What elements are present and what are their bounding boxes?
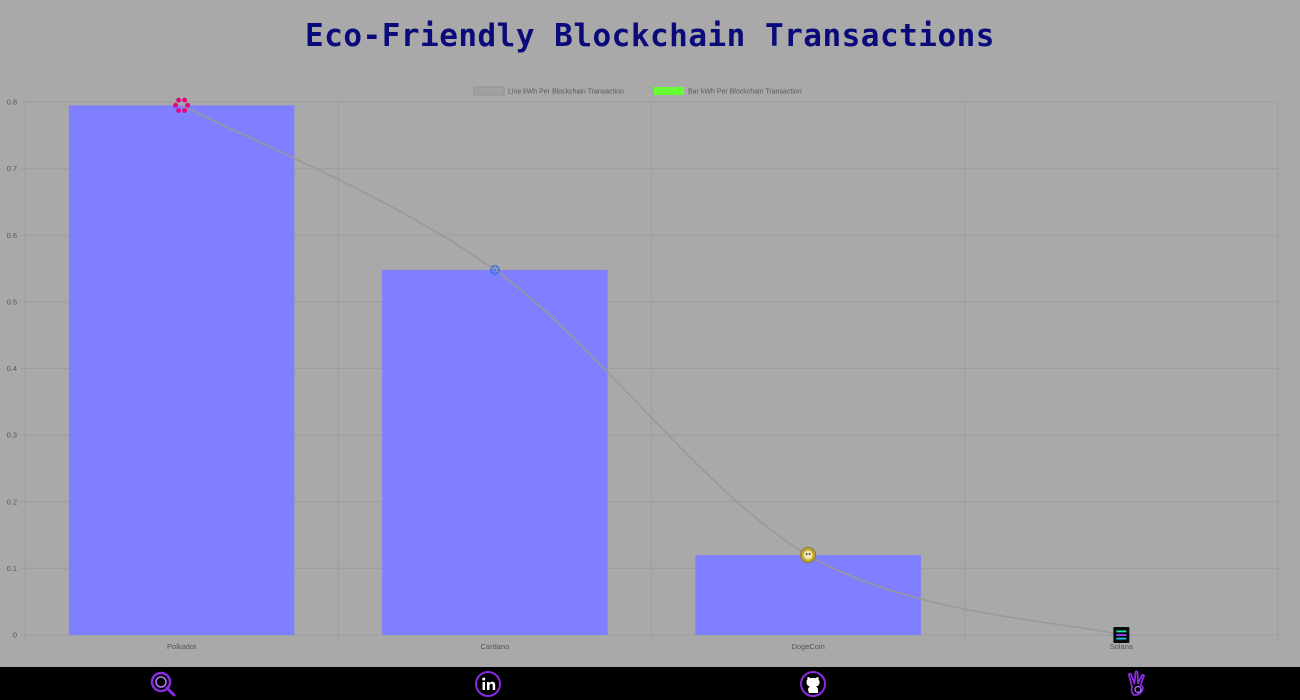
line-series [181, 104, 1122, 636]
chart-title: Eco-Friendly Blockchain Transactions [305, 18, 995, 54]
y-tick-label: 0.5 [7, 297, 17, 306]
legend-swatch-line[interactable] [473, 86, 505, 96]
line-series-path [181, 104, 1122, 636]
y-tick-label: 0.8 [7, 98, 17, 107]
y-tick-label: 0.1 [7, 564, 17, 573]
dogecoin-logo-icon[interactable] [800, 547, 817, 564]
y-tick-label: 0.3 [7, 431, 17, 440]
bar-polkadot[interactable] [68, 105, 295, 636]
cardano-logo-icon[interactable] [489, 264, 500, 275]
axes: 0 0.1 0.2 0.3 0.4 0.5 0.6 0.7 0.8 Polkadot Cardano… [7, 98, 1134, 652]
polkadot-logo-icon[interactable] [173, 97, 191, 113]
legend-label-line[interactable]: Line kWh Per Blockchain Transaction [508, 89, 624, 96]
bar-dogecoin[interactable] [695, 555, 921, 635]
y-tick-label: 0.2 [7, 497, 17, 506]
linkedin-icon[interactable] [474, 670, 502, 698]
x-tick-label: Solana [1110, 642, 1134, 651]
legend-label-bar[interactable]: Bar kWh Per Blockchain Transaction [688, 89, 802, 96]
peace-hand-icon[interactable] [1124, 669, 1152, 698]
x-tick-label: DogeCoin [791, 642, 824, 651]
solana-logo-icon[interactable] [1113, 627, 1130, 643]
legend: Line kWh Per Blockchain Transaction Bar … [473, 86, 802, 96]
y-tick-label: 0.6 [7, 231, 17, 240]
y-tick-label: 0.4 [7, 364, 17, 373]
portfolio-search-icon[interactable] [149, 670, 177, 698]
github-icon[interactable] [799, 670, 827, 698]
bar-line-chart: 0 0.1 0.2 0.3 0.4 0.5 0.6 0.7 0.8 Polkadot Cardano… [7, 86, 1279, 652]
bar-cardano[interactable] [382, 269, 608, 635]
x-tick-label: Polkadot [167, 642, 197, 651]
legend-swatch-bar[interactable] [654, 87, 684, 95]
footer-bar [0, 667, 1300, 700]
x-tick-label: Cardano [480, 642, 509, 651]
bars [68, 105, 921, 636]
y-tick-label: 0 [13, 631, 17, 640]
points [173, 97, 1130, 643]
y-tick-label: 0.7 [7, 164, 17, 173]
